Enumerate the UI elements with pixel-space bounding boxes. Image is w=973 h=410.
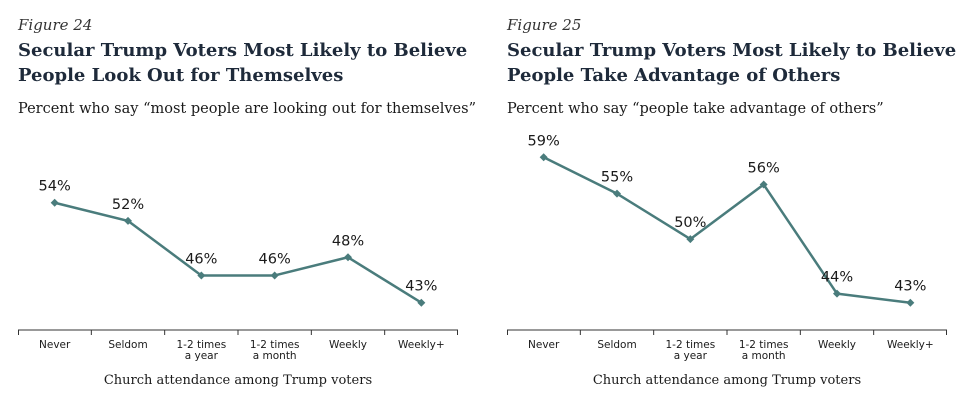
figure-24-panel: Figure 24 Secular Trump Voters Most Like…: [18, 0, 488, 410]
figure-label: Figure 25: [507, 16, 582, 34]
data-point-marker: [906, 298, 915, 307]
data-label: 59%: [528, 133, 560, 149]
figure-25-panel: Figure 25 Secular Trump Voters Most Like…: [507, 0, 973, 410]
x-tick-label: Never: [528, 339, 560, 351]
x-tick-label: Seldom: [597, 339, 636, 351]
data-label: 43%: [894, 279, 926, 295]
x-tick-label: 1-2 times a month: [250, 339, 300, 362]
chart-title-line-2: People Take Advantage of Others: [507, 65, 841, 86]
data-label: 52%: [112, 197, 144, 213]
data-label: 55%: [601, 170, 633, 186]
x-axis-label: Church attendance among Trump voters: [103, 373, 373, 388]
data-point-marker: [124, 216, 132, 225]
x-tick-label: Weekly+: [398, 339, 445, 351]
line-chart: Never Seldom 1-2 times a year 1-2 times a mon…: [507, 133, 947, 362]
chart-title: Secular Trump Voters Most Likely to Beli…: [507, 38, 957, 88]
x-tick-label: Never: [39, 339, 71, 351]
series-line: [54, 201, 422, 304]
x-tick-label: Seldom: [108, 339, 147, 351]
x-tick-label: 1-2 times a month: [739, 339, 789, 362]
data-point-marker: [686, 235, 695, 244]
data-label: 44%: [821, 270, 853, 286]
series-line: [543, 156, 911, 304]
data-point-marker: [759, 180, 768, 189]
line-chart: Never Seldom 1-2 times a year 1-2 times a mon…: [18, 179, 458, 362]
data-label: 50%: [674, 215, 706, 231]
chart-subtitle: Percent who say “people take advantage o…: [507, 101, 884, 117]
x-tick-label: 1-2 times a year: [665, 339, 715, 362]
data-point-marker: [50, 198, 59, 207]
data-label: 43%: [405, 279, 437, 295]
data-point-marker: [417, 298, 426, 307]
chart-title-line-1: Secular Trump Voters Most Likely to Beli…: [18, 40, 468, 61]
figure-label: Figure 24: [18, 16, 93, 34]
data-point-marker: [833, 289, 841, 298]
data-label: 54%: [39, 179, 71, 195]
data-label: 48%: [332, 233, 364, 249]
data-point-marker: [613, 189, 621, 198]
x-tick-label: Weekly+: [887, 339, 934, 351]
chart-title-line-1: Secular Trump Voters Most Likely to Beli…: [507, 40, 957, 61]
x-axis-label: Church attendance among Trump voters: [592, 373, 862, 388]
chart-title-line-2: People Look Out for Themselves: [18, 65, 344, 86]
data-label: 56%: [748, 161, 780, 177]
x-tick-label: Weekly: [818, 339, 856, 351]
x-tick-label: Weekly: [329, 339, 367, 351]
chart-title: Secular Trump Voters Most Likely to Beli…: [18, 38, 468, 88]
chart-subtitle: Percent who say “most people are looking…: [18, 101, 476, 117]
data-point-marker: [197, 271, 206, 280]
data-point-marker: [344, 253, 352, 262]
x-tick-label: 1-2 times a year: [176, 339, 226, 362]
data-point-marker: [270, 271, 279, 280]
data-label: 46%: [185, 251, 217, 267]
data-label: 46%: [259, 251, 291, 267]
data-point-marker: [539, 153, 548, 162]
